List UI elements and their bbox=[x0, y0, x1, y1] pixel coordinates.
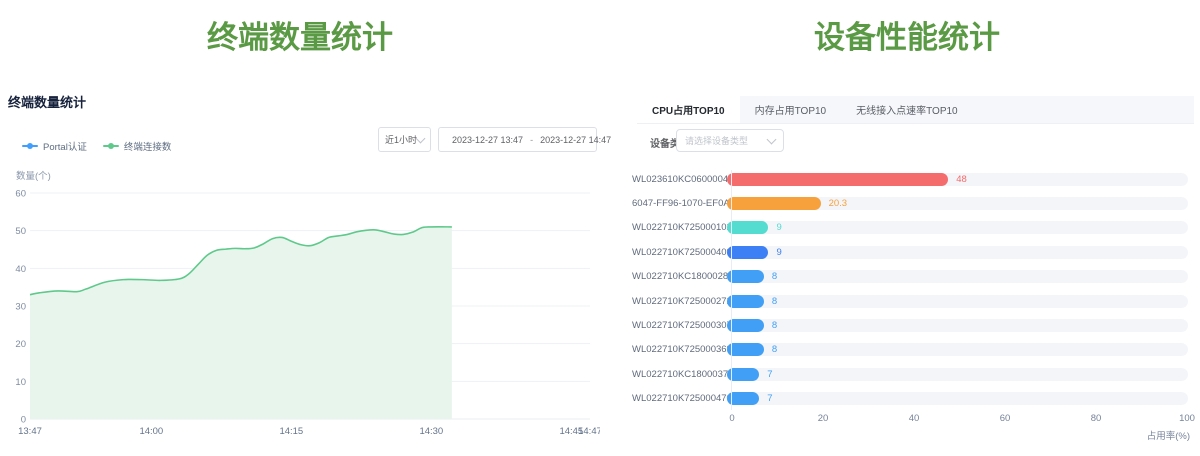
bar-row: WL022710K725000102 9 bbox=[632, 216, 1188, 240]
bar-track: 8 bbox=[727, 295, 1188, 308]
bar-category-label: WL022710K725000307 bbox=[632, 320, 727, 331]
chevron-down-icon bbox=[416, 133, 426, 143]
terminal-count-line-chart: 010203040506013:4714:0014:1514:3014:4514… bbox=[0, 185, 600, 441]
bar-value-label: 8 bbox=[772, 344, 777, 355]
cpu-usage-bar-chart: WL023610KC06000043 48 6047-FF96-1070-EF0A 2… bbox=[632, 167, 1188, 411]
y-tick-label: 60 bbox=[15, 189, 26, 200]
dashboard: 终端数量统计 设备性能统计 终端数量统计 近1小时 2023-12-27 13:… bbox=[0, 0, 1200, 456]
legend-item-terminal-connections[interactable]: 终端连接数 bbox=[103, 139, 172, 153]
bar-category-label: WL023610KC06000043 bbox=[632, 174, 727, 185]
bar-track: 8 bbox=[727, 343, 1188, 356]
bar-x-axis-ticks: 020406080100 bbox=[732, 413, 1187, 425]
y-tick-label: 30 bbox=[15, 302, 26, 313]
legend-marker-terminal bbox=[103, 145, 119, 147]
bar-value-label: 7 bbox=[767, 369, 772, 380]
legend-label: Portal认证 bbox=[43, 139, 87, 153]
bar-category-label: WL022710KC18000280 bbox=[632, 271, 727, 282]
bar-track: 7 bbox=[727, 368, 1188, 381]
bar-category-label: WL022710K725000369 bbox=[632, 344, 727, 355]
bar-value-label: 8 bbox=[772, 320, 777, 331]
bar bbox=[727, 295, 764, 308]
bar-row: WL022710KC18000372 7 bbox=[632, 362, 1188, 386]
bar-track: 7 bbox=[727, 392, 1188, 405]
bar-track: 9 bbox=[727, 246, 1188, 259]
legend-item-portal-auth[interactable]: Portal认证 bbox=[22, 139, 87, 153]
bar-row: WL022710K725000307 8 bbox=[632, 313, 1188, 337]
date-separator: - bbox=[530, 135, 533, 145]
bar-x-axis-name: 占用率(%) bbox=[1080, 428, 1190, 442]
line-chart-legend: Portal认证 终端连接数 bbox=[22, 139, 171, 153]
bar bbox=[727, 221, 768, 234]
bar-value-label: 48 bbox=[956, 174, 967, 185]
bar-category-label: 6047-FF96-1070-EF0A bbox=[632, 198, 727, 209]
date-end: 2023-12-27 14:47 bbox=[540, 135, 611, 145]
bar-track: 8 bbox=[727, 270, 1188, 283]
bar-row: WL022710K725000470 7 bbox=[632, 387, 1188, 411]
bar-value-label: 9 bbox=[776, 222, 781, 233]
x-tick-label: 20 bbox=[818, 413, 829, 424]
left-panel-title: 终端数量统计 bbox=[8, 92, 86, 111]
bar bbox=[727, 343, 764, 356]
bar-category-label: WL022710K725000409 bbox=[632, 247, 727, 258]
y-tick-label: 0 bbox=[21, 415, 26, 426]
date-range-picker[interactable]: 2023-12-27 13:47 - 2023-12-27 14:47 bbox=[438, 127, 597, 152]
right-section-heading: 设备性能统计 bbox=[620, 12, 1194, 57]
time-range-select[interactable]: 近1小时 bbox=[378, 127, 431, 152]
x-tick-label: 40 bbox=[909, 413, 920, 424]
bar bbox=[727, 319, 764, 332]
x-tick-label: 60 bbox=[1000, 413, 1011, 424]
y-axis-name: 数量(个) bbox=[16, 168, 51, 182]
bar bbox=[727, 173, 948, 186]
performance-tabs: CPU占用TOP10 内存占用TOP10 无线接入点速率TOP10 bbox=[637, 96, 1194, 124]
bar-value-label: 8 bbox=[772, 296, 777, 307]
bar-track: 8 bbox=[727, 319, 1188, 332]
tab-wireless-ap-rate-top10[interactable]: 无线接入点速率TOP10 bbox=[841, 96, 973, 123]
bar bbox=[727, 197, 821, 210]
device-type-placeholder: 请选择设备类型 bbox=[685, 134, 748, 147]
bar-row: WL022710K725000272 8 bbox=[632, 289, 1188, 313]
bar-row: 6047-FF96-1070-EF0A 20.3 bbox=[632, 191, 1188, 215]
y-tick-label: 40 bbox=[15, 264, 26, 275]
bar-row: WL022710K725000369 8 bbox=[632, 338, 1188, 362]
bar-track: 20.3 bbox=[727, 197, 1188, 210]
bar-value-label: 8 bbox=[772, 271, 777, 282]
chevron-down-icon bbox=[767, 134, 777, 144]
x-tick-label: 100 bbox=[1179, 413, 1195, 424]
bar bbox=[727, 270, 764, 283]
bar-category-label: WL022710KC18000372 bbox=[632, 369, 727, 380]
bar-track: 9 bbox=[727, 221, 1188, 234]
legend-label: 终端连接数 bbox=[124, 139, 172, 153]
bar-category-label: WL022710K725000272 bbox=[632, 296, 727, 307]
time-range-value: 近1小时 bbox=[385, 133, 417, 146]
bar-value-label: 7 bbox=[767, 393, 772, 404]
bar-track: 48 bbox=[727, 173, 1188, 186]
bar-row: WL022710K725000409 9 bbox=[632, 240, 1188, 264]
bar-value-label: 9 bbox=[776, 247, 781, 258]
x-tick-label: 0 bbox=[729, 413, 734, 424]
bar-value-label: 20.3 bbox=[829, 198, 848, 209]
date-start: 2023-12-27 13:47 bbox=[452, 135, 523, 145]
bar-row: WL022710KC18000280 8 bbox=[632, 265, 1188, 289]
bar-axis-line bbox=[731, 170, 732, 410]
bar-category-label: WL022710K725000470 bbox=[632, 393, 727, 404]
bar bbox=[727, 246, 768, 259]
series-area bbox=[30, 227, 452, 419]
x-tick-label: 14:15 bbox=[279, 426, 303, 437]
x-tick-label: 13:47 bbox=[18, 426, 42, 437]
x-tick-label: 14:47 bbox=[578, 426, 600, 437]
y-tick-label: 10 bbox=[15, 377, 26, 388]
left-section-heading: 终端数量统计 bbox=[0, 12, 600, 57]
bar-row: WL023610KC06000043 48 bbox=[632, 167, 1188, 191]
tab-memory-top10[interactable]: 内存占用TOP10 bbox=[740, 96, 842, 123]
x-tick-label: 14:30 bbox=[419, 426, 443, 437]
tab-cpu-top10[interactable]: CPU占用TOP10 bbox=[637, 96, 740, 123]
bar-category-label: WL022710K725000102 bbox=[632, 222, 727, 233]
y-tick-label: 20 bbox=[15, 339, 26, 350]
device-type-select[interactable]: 请选择设备类型 bbox=[676, 129, 784, 152]
x-tick-label: 80 bbox=[1091, 413, 1102, 424]
legend-marker-portal bbox=[22, 145, 38, 147]
y-tick-label: 50 bbox=[15, 226, 26, 237]
x-tick-label: 14:00 bbox=[139, 426, 163, 437]
